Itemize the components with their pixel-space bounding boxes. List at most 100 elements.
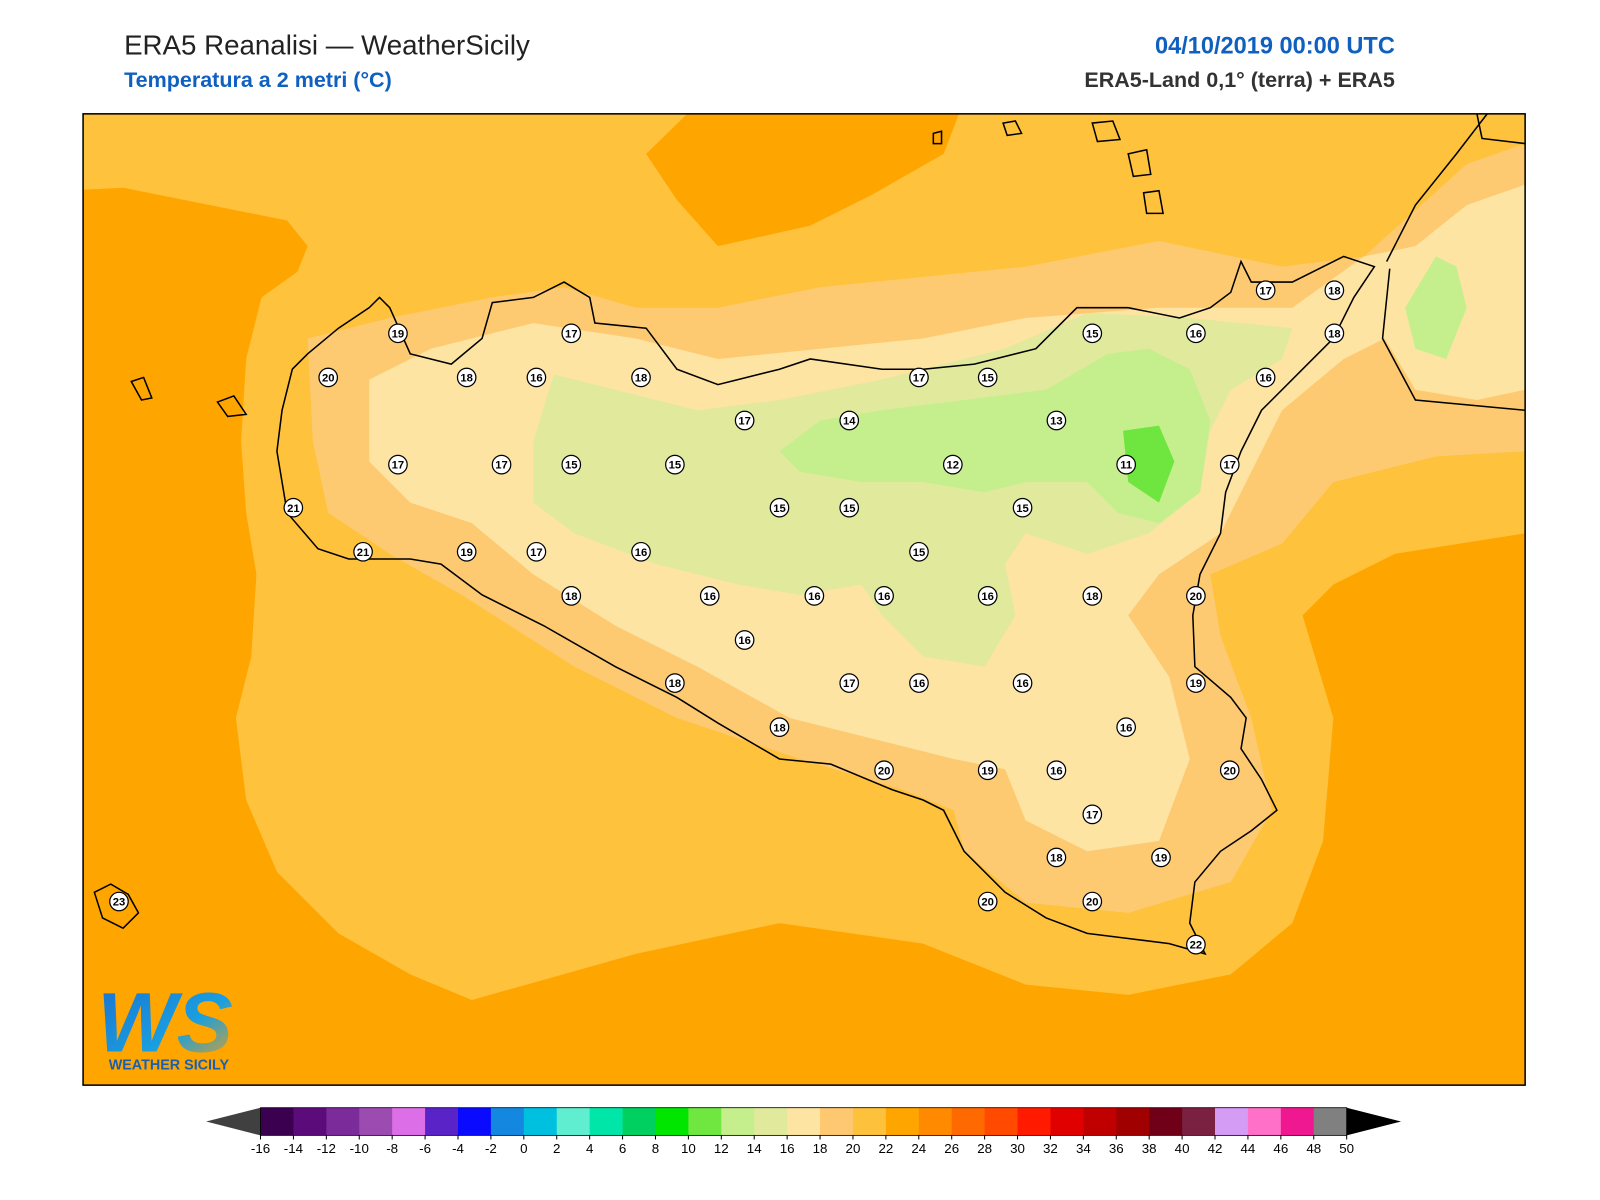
station-marker bbox=[318, 367, 339, 388]
colorbar-segment bbox=[754, 1107, 788, 1136]
station-marker bbox=[1082, 586, 1103, 606]
colorbar-segment bbox=[1149, 1107, 1183, 1136]
colorbar-segment bbox=[556, 1107, 591, 1136]
station-value: 16 bbox=[703, 591, 716, 603]
colorbar-tick-label: 40 bbox=[1175, 1141, 1190, 1156]
date: 04/10/2019 00:00 UTC bbox=[1155, 32, 1395, 58]
station-marker bbox=[734, 410, 755, 431]
colorbar-tick-label: 38 bbox=[1142, 1141, 1157, 1156]
station-value: 17 bbox=[1259, 285, 1272, 297]
colorbar-tick-label: -8 bbox=[386, 1141, 398, 1156]
station-value: 18 bbox=[460, 373, 473, 385]
station-value: 16 bbox=[1190, 328, 1203, 340]
station-marker bbox=[734, 630, 755, 650]
station-value: 17 bbox=[530, 547, 543, 559]
colorbar-segment bbox=[457, 1107, 492, 1136]
colorbar-segment bbox=[918, 1107, 953, 1136]
station-value: 17 bbox=[1086, 809, 1099, 821]
colorbar-tick-label: 22 bbox=[878, 1141, 893, 1156]
map-frame bbox=[82, 113, 1526, 1086]
station-value: 12 bbox=[947, 460, 960, 472]
station-value: 16 bbox=[808, 591, 821, 603]
station-marker bbox=[1012, 497, 1033, 518]
station-value: 18 bbox=[565, 591, 578, 603]
island bbox=[1002, 120, 1023, 137]
station-value: 16 bbox=[1259, 373, 1272, 385]
station-value: 15 bbox=[669, 460, 682, 472]
station-value: 19 bbox=[460, 547, 473, 559]
colorbar-tick-label: -2 bbox=[485, 1141, 497, 1156]
station-marker bbox=[909, 541, 929, 562]
colorbar-segment bbox=[984, 1107, 1019, 1136]
colorbar-segment bbox=[293, 1107, 327, 1136]
station-value: 23 bbox=[113, 897, 126, 909]
band-10-12 bbox=[1123, 425, 1175, 503]
island bbox=[1127, 148, 1152, 178]
station-value: 15 bbox=[1016, 503, 1029, 515]
colorbar-segment bbox=[1280, 1107, 1315, 1136]
logo-mark: WS bbox=[97, 975, 232, 1069]
station-marker bbox=[1186, 673, 1206, 693]
station-marker bbox=[839, 410, 860, 431]
station-value: 19 bbox=[1190, 678, 1203, 690]
station-value: 15 bbox=[565, 460, 578, 472]
island bbox=[932, 130, 943, 145]
station-value: 18 bbox=[1086, 591, 1099, 603]
station-marker bbox=[1046, 760, 1067, 781]
colorbar-tick-label: -10 bbox=[350, 1141, 369, 1156]
colorbar-frame bbox=[260, 1107, 1348, 1136]
colorbar-segment bbox=[490, 1107, 525, 1136]
station-value: 15 bbox=[913, 547, 926, 559]
colorbar-tick-label: 28 bbox=[977, 1141, 992, 1156]
colorbar-tick-label: 36 bbox=[1109, 1141, 1124, 1156]
station-value: 19 bbox=[981, 765, 994, 777]
colorbar-tick-label: 8 bbox=[652, 1141, 659, 1156]
colorbar-segment bbox=[787, 1107, 821, 1136]
colorbar-segment bbox=[951, 1107, 986, 1136]
colorbar-tick-label: 34 bbox=[1076, 1141, 1091, 1156]
colorbar-tick-label: 24 bbox=[911, 1141, 926, 1156]
station-value: 16 bbox=[738, 635, 751, 647]
station-value: 21 bbox=[357, 547, 370, 559]
station-marker bbox=[1046, 410, 1067, 431]
colorbar-tick-label: 50 bbox=[1339, 1141, 1354, 1156]
station-value: 20 bbox=[981, 897, 994, 909]
station-marker bbox=[526, 367, 547, 388]
island bbox=[1142, 189, 1164, 215]
colorbar-segment bbox=[425, 1107, 459, 1136]
colorbar-segment bbox=[260, 1107, 294, 1136]
colorbar-tick-label: -16 bbox=[251, 1141, 270, 1156]
colorbar-segment bbox=[688, 1107, 722, 1136]
station-value: 22 bbox=[1190, 940, 1203, 952]
station-marker bbox=[839, 673, 860, 693]
station-value: 20 bbox=[878, 765, 891, 777]
station-marker bbox=[977, 891, 998, 912]
station-marker bbox=[631, 541, 651, 562]
station-value: 16 bbox=[530, 373, 543, 385]
colorbar-tick-label: 6 bbox=[619, 1141, 626, 1156]
title: ERA5 Reanalisi — WeatherSicily bbox=[124, 29, 530, 60]
station-value: 17 bbox=[738, 416, 751, 428]
calabria-coast bbox=[1476, 113, 1526, 145]
band-12-14 bbox=[1405, 256, 1467, 359]
station-marker bbox=[804, 586, 825, 606]
station-marker bbox=[1186, 934, 1206, 955]
calabria-coast bbox=[1385, 113, 1488, 262]
station-value: 16 bbox=[981, 591, 994, 603]
island bbox=[93, 883, 140, 930]
station-marker bbox=[1255, 367, 1276, 388]
station-marker bbox=[491, 454, 512, 475]
station-marker bbox=[1186, 586, 1206, 606]
station-value: 17 bbox=[843, 678, 856, 690]
station-marker bbox=[874, 760, 894, 781]
colorbar-under bbox=[206, 1107, 261, 1136]
station-marker bbox=[1116, 717, 1136, 738]
colorbar-segment bbox=[655, 1107, 689, 1136]
band-22-24 bbox=[83, 187, 1526, 1086]
station-value: 17 bbox=[565, 328, 578, 340]
colorbar-tick-label: -14 bbox=[284, 1141, 304, 1156]
station-value: 18 bbox=[635, 373, 648, 385]
island bbox=[216, 394, 248, 418]
